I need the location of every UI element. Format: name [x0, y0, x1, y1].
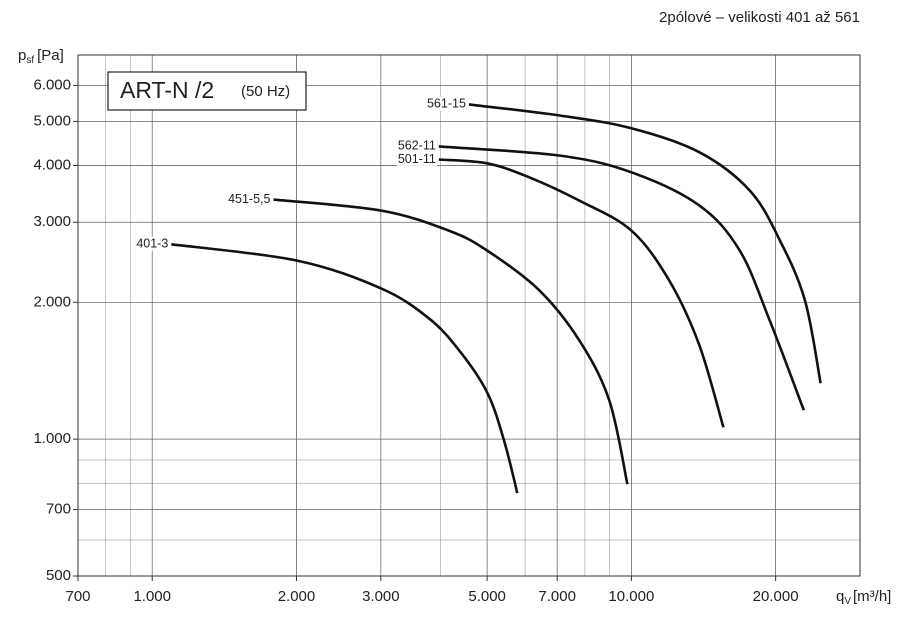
y-tick-label: 500 [46, 567, 71, 584]
curve-label: 401-3 [136, 237, 168, 251]
x-tick-label: 7.000 [538, 588, 576, 605]
chart-subtitle: (50 Hz) [241, 83, 290, 100]
x-tick-label: 5.000 [468, 588, 506, 605]
x-label-unit: [m³/h] [853, 588, 891, 605]
y-tick-label: 700 [46, 501, 71, 518]
curve-label-bg [227, 191, 272, 206]
y-tick-label: 1.000 [33, 430, 71, 447]
plot-frame [77, 54, 861, 577]
x-tick-label: 20.000 [753, 588, 799, 605]
curve-label: 562-11 [398, 139, 436, 153]
curve-label: 561-15 [427, 97, 466, 111]
x-tick-label: 2.000 [278, 588, 316, 605]
grid [77, 55, 860, 577]
curve-label-bg [135, 236, 170, 251]
curve-label: 451-5,5 [228, 192, 270, 206]
x-axis-label: qV [m³/h] [836, 588, 891, 607]
y-label-unit: [Pa] [37, 47, 64, 64]
curve [273, 198, 629, 485]
y-tick-label: 2.000 [33, 293, 71, 310]
curve-label: 501-11 [398, 152, 436, 166]
x-label-sub: V [844, 596, 851, 607]
curve-label-bg [425, 96, 467, 111]
y-tick-label: 6.000 [33, 76, 71, 93]
x-tick-label: 1.000 [133, 588, 171, 605]
curve-label-bg [396, 151, 437, 166]
y-label-symbol: p [18, 47, 26, 64]
x-tick-label: 3.000 [362, 588, 400, 605]
title-box [107, 71, 307, 111]
y-axis-label: psf [Pa] [18, 47, 64, 66]
header: 2pólové – velikosti 401 až 561 [659, 9, 860, 26]
curve [468, 103, 822, 384]
x-tick-label: 10.000 [608, 588, 654, 605]
x-label-symbol: q [836, 588, 844, 605]
curve-label-bg [396, 138, 437, 153]
curve [438, 145, 806, 411]
y-tick-label: 4.000 [33, 156, 71, 173]
x-tick-label: 700 [65, 588, 90, 605]
chart-title: ART-N /2 [120, 77, 214, 103]
y-tick-label: 3.000 [33, 213, 71, 230]
curve [171, 243, 519, 494]
y-tick-label: 5.000 [33, 112, 71, 129]
curve [438, 158, 725, 428]
y-label-sub: sf [26, 55, 34, 66]
